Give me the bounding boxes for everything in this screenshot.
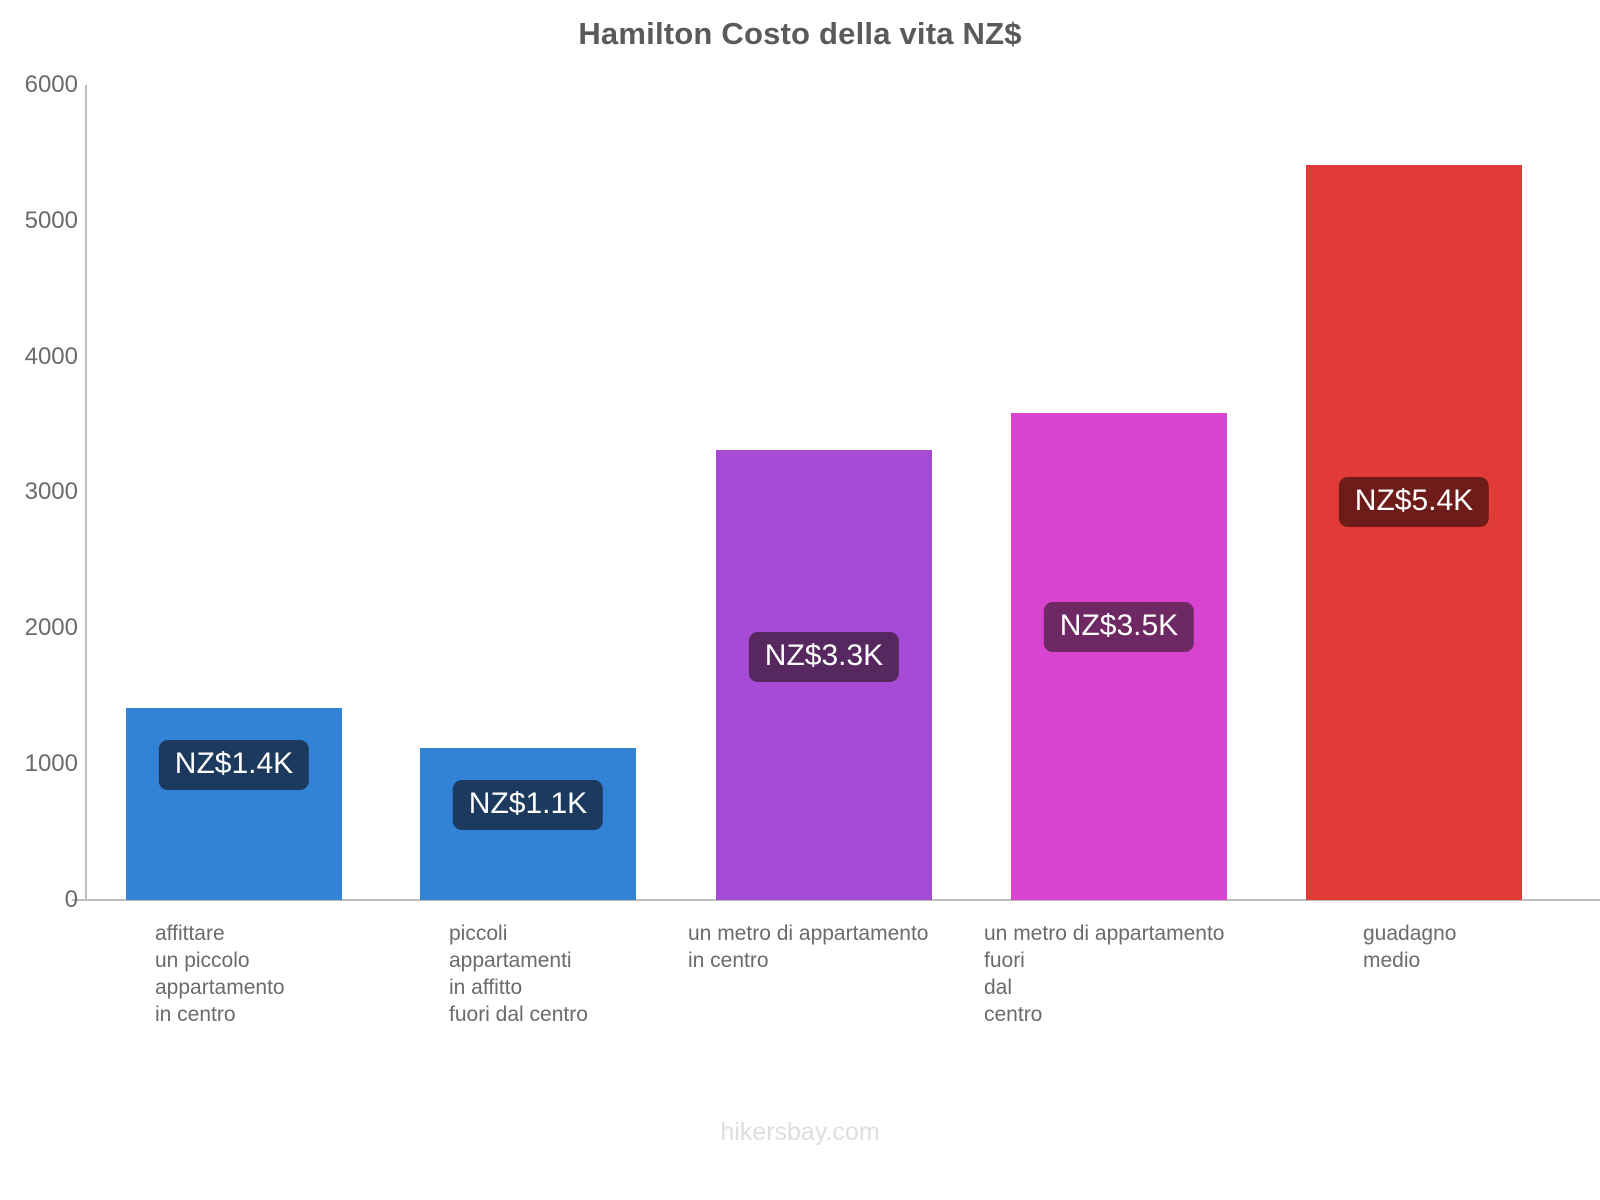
bar-value-label-4: NZ$3.5K: [1043, 602, 1195, 652]
y-axis-tick-3000: 3000: [24, 478, 78, 505]
bar-5[interactable]: NZ$5.4K: [1306, 165, 1522, 900]
y-axis-tick-5000: 5000: [24, 207, 78, 234]
bar-2[interactable]: NZ$1.1K: [420, 748, 636, 900]
bar-value-label-5: NZ$5.4K: [1338, 477, 1490, 527]
y-axis-tick-2000: 2000: [24, 614, 78, 641]
bar-rect-5: [1306, 165, 1522, 900]
category-label-2: piccoli appartamenti in affitto fuori da…: [449, 922, 588, 1026]
bar-value-label-1: NZ$1.4K: [158, 740, 310, 790]
y-axis-tick-4000: 4000: [24, 343, 78, 370]
y-axis-tick-0: 0: [64, 886, 78, 913]
x-axis-baseline: [72, 899, 1600, 901]
watermark: hikersbay.com: [720, 1118, 880, 1146]
category-label-4: un metro di appartamento fuori dal centr…: [984, 922, 1225, 1026]
bar-3[interactable]: NZ$3.3K: [716, 450, 932, 900]
page-title: Hamilton Costo della vita NZ$: [578, 16, 1022, 51]
y-axis-tick-labels: 6000 5000 4000 3000 2000 1000 0: [0, 0, 78, 1200]
bar-value-label-2: NZ$1.1K: [452, 780, 604, 830]
category-label-5: guadagno medio: [1363, 922, 1457, 972]
bar-rect-1: [126, 708, 342, 900]
category-label-3: un metro di appartamento in centro: [688, 922, 929, 972]
bar-rect-4: [1011, 413, 1227, 900]
y-axis-line: [85, 85, 87, 900]
bar-value-label-3: NZ$3.3K: [748, 632, 900, 682]
bar-1[interactable]: NZ$1.4K: [126, 708, 342, 900]
y-axis-tick-6000: 6000: [24, 71, 78, 98]
y-axis-tick-1000: 1000: [24, 750, 78, 777]
bar-4[interactable]: NZ$3.5K: [1011, 413, 1227, 900]
category-label-1: affittare un piccolo appartamento in cen…: [155, 922, 285, 1026]
